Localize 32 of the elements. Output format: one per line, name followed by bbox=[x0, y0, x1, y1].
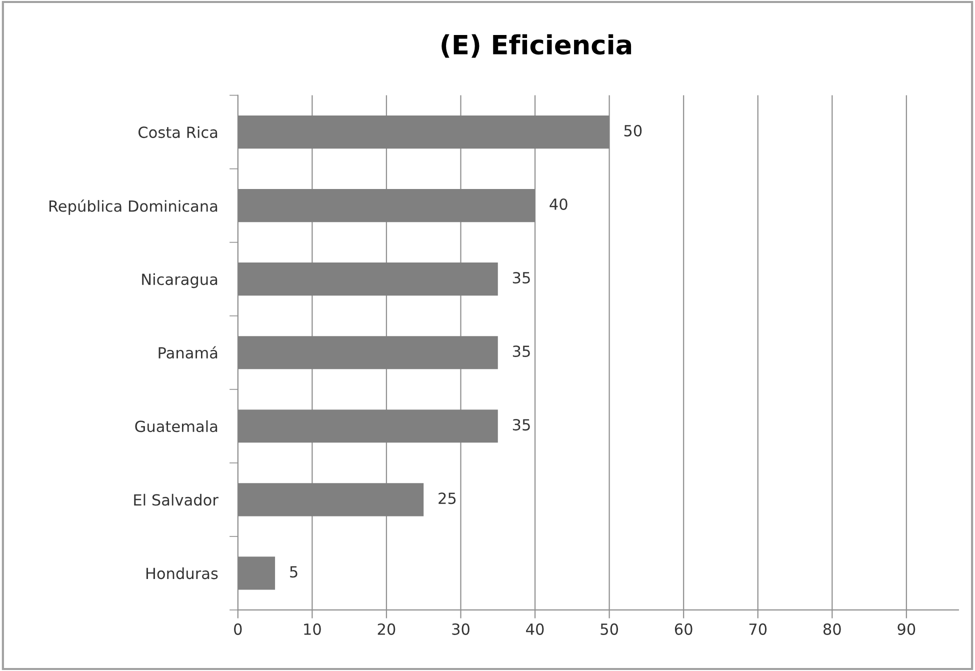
x-tick-label: 0 bbox=[234, 623, 242, 635]
bar bbox=[238, 483, 424, 516]
x-tick-label: 60 bbox=[674, 623, 692, 635]
data-label: 35 bbox=[512, 419, 530, 431]
bar bbox=[238, 262, 498, 296]
x-tick-label: 70 bbox=[749, 623, 767, 635]
bar bbox=[238, 189, 536, 222]
bar bbox=[238, 116, 610, 149]
x-tick-label: 10 bbox=[304, 623, 321, 635]
bar bbox=[238, 336, 498, 370]
x-tick-label: 30 bbox=[452, 623, 470, 635]
y-tick-label: Nicaragua bbox=[142, 273, 218, 288]
y-tick-label: República Dominicana bbox=[49, 199, 218, 215]
x-tick-label: 90 bbox=[898, 623, 916, 635]
data-label: 50 bbox=[624, 124, 642, 136]
y-tick-label: Panamá bbox=[158, 346, 218, 359]
data-label: 40 bbox=[550, 198, 568, 210]
data-label: 5 bbox=[290, 566, 298, 578]
x-tick-label: 20 bbox=[378, 623, 396, 635]
data-label: 25 bbox=[438, 492, 456, 504]
x-tick-label: 80 bbox=[823, 623, 841, 635]
y-tick-label: Guatemala bbox=[135, 420, 218, 432]
data-label: 35 bbox=[512, 345, 530, 358]
x-tick-label: 40 bbox=[526, 623, 544, 635]
bar bbox=[238, 410, 498, 443]
y-tick-label: Costa Rica bbox=[138, 126, 218, 138]
y-tick-label: El Salvador bbox=[134, 494, 218, 506]
bar bbox=[238, 556, 276, 590]
chart-title: (E) Eficiencia bbox=[442, 34, 632, 58]
data-label: 35 bbox=[512, 272, 530, 284]
y-tick-label: Honduras bbox=[146, 567, 218, 580]
x-tick-label: 50 bbox=[600, 623, 618, 635]
